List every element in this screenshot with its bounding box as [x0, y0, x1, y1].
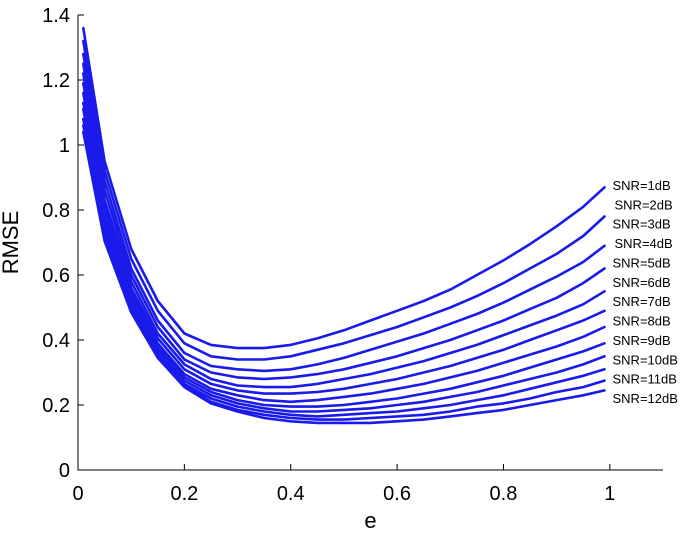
y-tick-label: 0.6 — [42, 265, 70, 287]
series-label: SNR=9dB — [613, 333, 671, 348]
series-line — [82, 101, 606, 408]
x-tick-label: 0.4 — [277, 483, 305, 505]
series-label: SNR=3dB — [613, 217, 671, 232]
series-labels: SNR=1dB SNR=2dB SNR=3dB SNR=4dB SNR=5dB SNR=6… — [613, 178, 678, 406]
series-label: SNR=4dB — [615, 236, 673, 251]
axes: 0 0.2 0.4 0.6 0.8 1 0 0.2 0.4 0.6 0.8 1 1.2 1.4 — [42, 5, 663, 505]
series-label: SNR=8dB — [613, 314, 671, 329]
x-tick-label: 1 — [604, 483, 615, 505]
series-line — [82, 39, 606, 361]
y-tick-label: 0.2 — [42, 395, 70, 417]
y-tick-label: 1.2 — [42, 70, 70, 92]
series-line — [82, 117, 606, 418]
series-line — [82, 124, 606, 421]
x-axis-label: e — [364, 508, 376, 533]
series-line — [82, 82, 606, 395]
series-lines — [82, 26, 606, 425]
series-label: SNR=10dB — [613, 352, 678, 367]
series-label: SNR=12dB — [613, 391, 678, 406]
y-tick-label: 1 — [59, 135, 70, 157]
series-line — [82, 107, 606, 413]
series-line — [82, 91, 606, 404]
series-label: SNR=1dB — [613, 178, 671, 193]
series-line — [82, 62, 606, 381]
series-label: SNR=2dB — [615, 197, 673, 212]
series-line — [82, 52, 606, 373]
series-label: SNR=7dB — [613, 294, 671, 309]
series-label: SNR=11dB — [613, 372, 677, 387]
series-label: SNR=5dB — [613, 255, 671, 270]
x-tick-label: 0 — [72, 483, 83, 505]
y-tick-label: 0 — [59, 460, 70, 482]
y-axis-label: RMSE — [0, 211, 23, 275]
y-tick-label: 1.4 — [42, 5, 70, 27]
x-tick-label: 0.2 — [170, 483, 198, 505]
x-tick-label: 0.8 — [490, 483, 518, 505]
series-line — [82, 26, 606, 350]
series-line — [82, 130, 606, 425]
x-tick-label: 0.6 — [383, 483, 411, 505]
y-tick-label: 0.8 — [42, 200, 70, 222]
y-tick-label: 0.4 — [42, 330, 70, 352]
series-label: SNR=6dB — [613, 275, 671, 290]
series-line — [82, 72, 606, 389]
